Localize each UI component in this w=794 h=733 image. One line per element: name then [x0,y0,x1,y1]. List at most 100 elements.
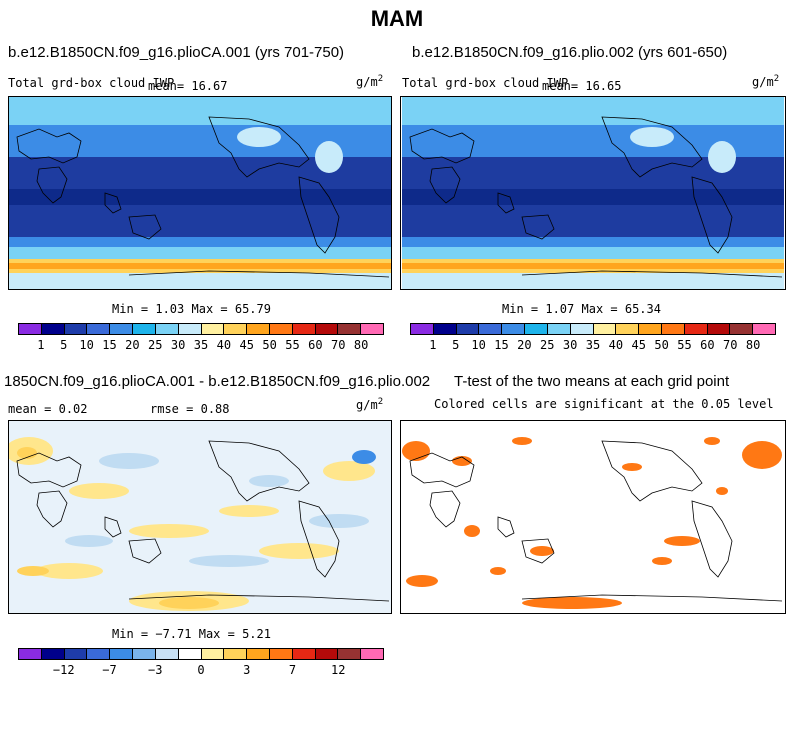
max-label: Max = [198,627,235,641]
rmse-value: 0.88 [200,402,230,416]
colorbar-tick-label: 5 [60,338,68,352]
colorbar-swatch [41,324,65,334]
colorbar-tick-label: 12 [331,663,346,677]
colorbar-swatch [338,324,362,334]
colorbar-swatch [64,649,88,659]
cloud-patch [237,127,281,147]
colorbar-tick-label: 15 [102,338,117,352]
max-label: Max = [191,302,228,316]
colorbar-tick-label: 20 [125,338,140,352]
colorbar-swatch [155,324,179,334]
mean-label: mean = [8,402,52,416]
mean-top-right: mean= 16.65 [542,79,621,93]
units-superscript: 2 [377,74,384,84]
map-top-right [400,96,786,290]
min-value: −7.71 [155,627,192,641]
mean-label: mean= [148,79,185,93]
negative-anomaly-patches [65,453,369,567]
colorbar-tick-label: 1 [37,338,45,352]
itcz-band [9,189,391,205]
min-label: Min = [502,302,539,316]
units-text: g/m [356,75,378,89]
colorbar-swatch [178,649,202,659]
antarctic-region [402,273,784,289]
strong-negative-anomaly [352,450,376,464]
colorbar-tick-label: 60 [700,338,715,352]
max-value: 65.34 [624,302,661,316]
colorbar-swatch [155,649,179,659]
colorbar-swatch [201,324,225,334]
cloud-patch [708,141,736,173]
arctic-band [9,97,391,125]
coastlines [409,440,783,602]
colorbar-tick-label: 35 [585,338,601,352]
units-text: g/m [752,75,774,89]
colorbar-swatch [110,649,134,659]
case-title-top-left: b.e12.B1850CN.f09_g16.plioCA.001 (yrs 70… [8,44,345,61]
case-title-bottom-left: 1850CN.f09_g16.plioCA.001 - b.e12.B1850C… [4,373,431,390]
rmse-bottom-left: rmse = 0.88 [150,402,230,416]
min-label: Min = [112,302,149,316]
units-superscript: 2 [377,397,384,407]
minmax-top-left: Min = 1.03 Max = 65.79 [112,302,271,316]
map-svg-bottom-right [402,421,784,613]
colorbar-bottom-left [18,648,384,660]
antarctic-band-orange [9,263,391,269]
colorbar-tick-label: 10 [471,338,486,352]
mean-value: 16.67 [191,79,228,93]
colorbar-tick-label: 15 [494,338,509,352]
colorbar-swatch [315,324,339,334]
colorbar-tick-label: 60 [308,338,323,352]
colorbar-swatch [292,649,316,659]
mean-label: mean= [542,79,579,93]
colorbar-tick-label: 55 [285,338,300,352]
colorbar-swatch [361,649,383,659]
colorbar-tick-label: −12 [52,663,75,677]
colorbar-swatch [87,324,111,334]
ttest-title: T-test of the two means at each grid poi… [454,373,730,390]
mean-bottom-left: mean = 0.02 [8,402,88,416]
map-svg-top-right [402,97,784,289]
colorbar-swatch [433,324,457,334]
colorbar-tick-label: 80 [353,338,369,352]
colorbar-tick-label: 45 [631,338,646,352]
colorbar-tick-label: 1 [429,338,437,352]
min-label: Min = [112,627,149,641]
colorbar-tick-label: 5 [452,338,460,352]
colorbar-tick-label: 50 [262,338,277,352]
colorbar-swatch [479,324,503,334]
colorbar-tick-label: 80 [745,338,761,352]
min-value: 1.03 [155,302,185,316]
colorbar-swatch [19,324,42,334]
colorbar-tick-label: 50 [654,338,669,352]
colorbar-swatch [616,324,640,334]
colorbar-swatch [547,324,571,334]
coastlines [16,116,390,278]
colorbar-tick-label: 25 [148,338,163,352]
mean-top-left: mean= 16.67 [148,79,227,93]
colorbar-swatch [87,649,111,659]
colorbar-swatch [201,649,225,659]
cloud-patch [315,141,343,173]
southern-band [9,247,391,261]
minmax-top-right: Min = 1.07 Max = 65.34 [502,302,661,316]
colorbar-tick-label: −3 [148,663,163,677]
colorbar-swatch [661,324,685,334]
colorbar-top-right [410,323,776,335]
colorbar-tick-label: 30 [170,338,186,352]
units-top-left: g/m2 [356,74,383,89]
max-value: 65.79 [234,302,271,316]
colorbar-tick-label: 70 [723,338,738,352]
colorbar-swatch [338,649,362,659]
units-text: g/m [356,398,378,412]
variable-label-top-left: Total grd-box cloud IWP [8,76,175,90]
colorbar-tick-label: 55 [677,338,692,352]
colorbar-swatch [730,324,754,334]
colorbar-tick-label: −7 [102,663,117,677]
max-label: Max = [581,302,618,316]
min-value: 1.07 [545,302,575,316]
map-top-left [8,96,392,290]
colorbar-swatch [315,649,339,659]
colorbar-swatch [411,324,434,334]
colorbar-swatch [525,324,548,334]
